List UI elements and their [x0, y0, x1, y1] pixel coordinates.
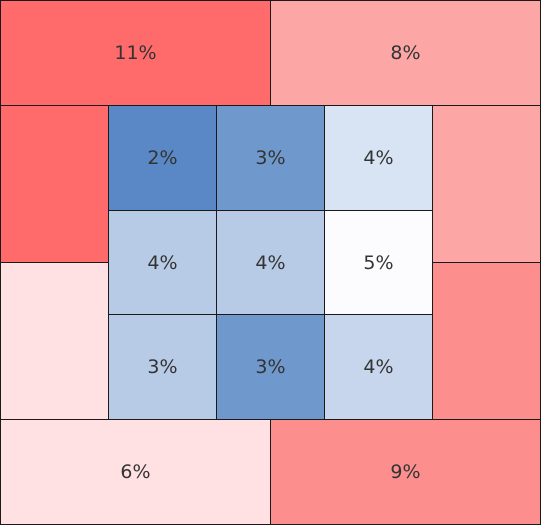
outer-top-right: 8% [270, 0, 541, 106]
grid-cell-r3-c2: 3% [216, 314, 325, 420]
outer-left-upper [0, 105, 109, 263]
grid-cell-r1-c3: 4% [324, 105, 433, 211]
grid-cell-r2-c1: 4% [108, 210, 217, 315]
outer-bottom-left: 6% [0, 419, 271, 525]
grid-cell-r2-c2: 4% [216, 210, 325, 315]
grid-cell-r1-c1: 2% [108, 105, 217, 211]
outer-left-lower [0, 262, 109, 420]
grid-cell-r2-c3: 5% [324, 210, 433, 315]
outer-right-lower [432, 262, 541, 420]
grid-cell-r1-c2: 3% [216, 105, 325, 211]
grid-cell-r3-c3: 4% [324, 314, 433, 420]
outer-bottom-right: 9% [270, 419, 541, 525]
outer-top-left: 11% [0, 0, 271, 106]
outer-right-upper [432, 105, 541, 263]
grid-cell-r3-c1: 3% [108, 314, 217, 420]
